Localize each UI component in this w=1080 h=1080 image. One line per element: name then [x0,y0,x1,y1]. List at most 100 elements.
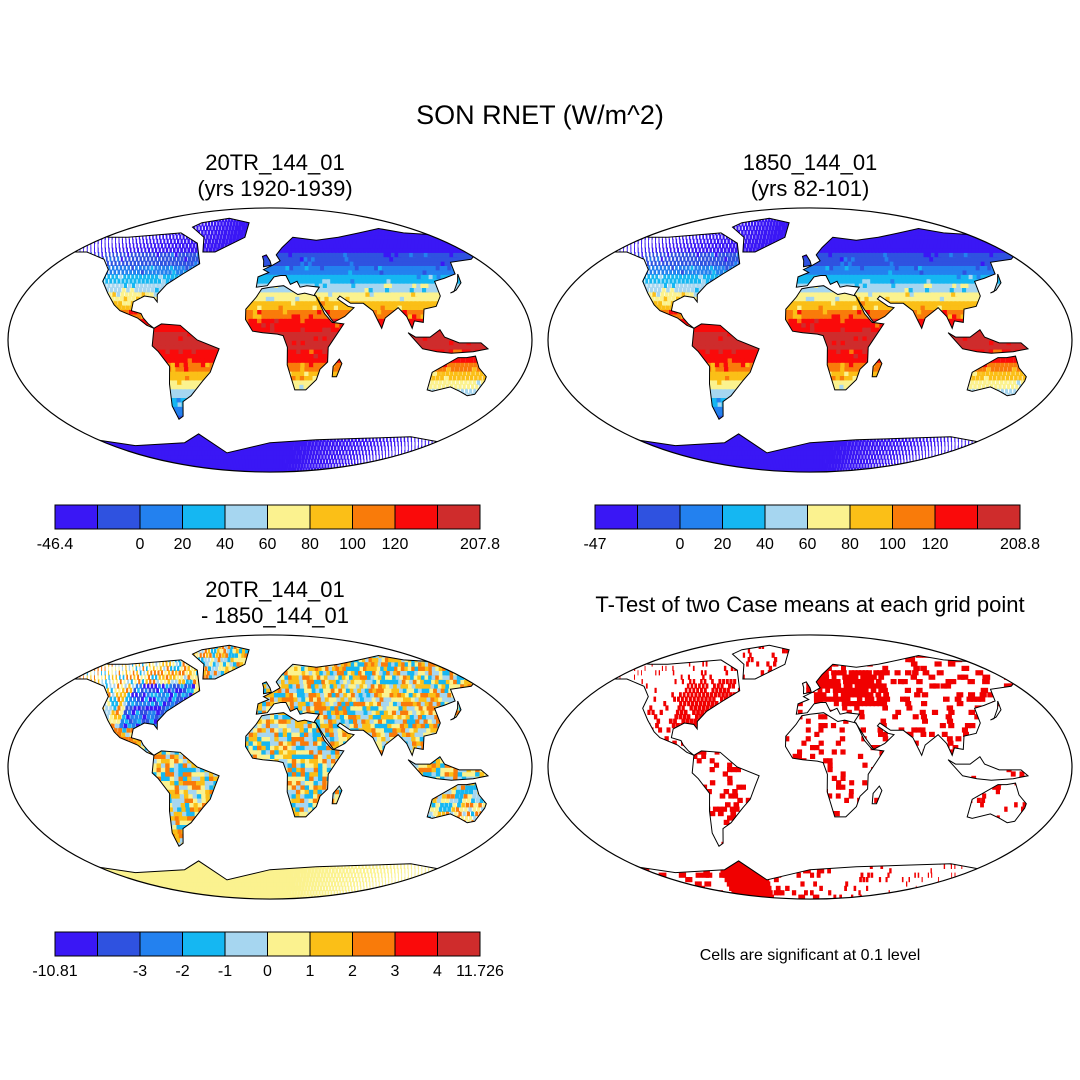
coastline-australia [426,355,487,397]
coastline-southamerica [691,750,760,847]
colorbar-box [224,931,268,957]
colorbar-box [139,931,183,957]
coastline-europeasia [255,654,480,757]
panel3-map [7,634,533,900]
colorbar-box [977,504,1021,530]
coastline-africa [784,712,885,818]
panel2-title-line1: 1850_144_01 [545,150,1075,176]
figure-title: SON RNET (W/m^2) [0,100,1080,131]
panel1-colorbar: -46.4 0 20 40 60 80 100 120 207.8 [37,504,500,553]
coastline-indonesia [947,755,1030,781]
coastline-europeasia [255,227,480,330]
map-border [7,207,533,473]
colorbar-label: 20 [174,536,192,553]
panel2-title: 1850_144_01 (yrs 82-101) [545,150,1075,202]
colorbar-box [934,504,978,530]
colorbar-box [97,931,141,957]
colorbar-label: 40 [216,536,234,553]
colorbar-box [97,504,141,530]
colorbar-box [679,504,723,530]
coastline-northamerica [607,659,741,756]
coastline-indonesia [407,328,490,354]
coastline-australia [966,782,1027,824]
coastline-japan [990,273,1002,294]
colorbar-box [437,504,481,530]
colorbar-label: 0 [676,536,685,553]
colorbar-label: 60 [799,536,817,553]
coastline-greenland [191,217,250,253]
colorbar-label: -10.81 [32,963,77,980]
colorbar-label: 0 [136,536,145,553]
panel1-title: 20TR_144_01 (yrs 1920-1939) [15,150,535,202]
panel3-title: 20TR_144_01 - 1850_144_01 [15,577,535,629]
colorbar-box [722,504,766,530]
colorbar-label: -46.4 [37,536,74,553]
colorbar-box [437,931,481,957]
map-border [547,634,1073,900]
panel1-title-line1: 20TR_144_01 [15,150,535,176]
colorbar-box [309,504,353,530]
coastline-africa [244,712,345,818]
colorbar-box [594,504,638,530]
colorbar-box [182,931,226,957]
colorbar-box [224,504,268,530]
panel2-title-line2: (yrs 82-101) [545,176,1075,202]
coastline-uk [261,254,272,268]
colorbar-box [267,504,311,530]
colorbar-label: 80 [301,536,319,553]
colorbar-box [54,931,98,957]
coastline-northamerica [67,659,201,756]
map-border [547,207,1073,473]
panel4-title-line1: T-Test of two Case means at each grid po… [545,592,1075,618]
map-border [7,634,533,900]
colorbar-label: 20 [714,536,732,553]
colorbar-label: 120 [382,536,409,553]
map-ocean [548,634,1072,900]
colorbar-label: 100 [879,536,906,553]
colorbar-label: 2 [348,963,357,980]
colorbar-label: 11.726 [456,963,504,980]
panel4-title: T-Test of two Case means at each grid po… [545,592,1075,618]
colorbar-box [352,504,396,530]
colorbar-box [139,504,183,530]
coastline-northamerica [607,232,741,329]
coastline-northamerica [67,232,201,329]
panel1-map [7,207,533,473]
coastline-madagascar [331,358,343,378]
coastline-madagascar [871,785,883,805]
colorbar-label: 4 [433,963,442,980]
coastline-indonesia [947,328,1030,354]
coastline-greenland [731,217,790,253]
colorbar-label: 100 [339,536,366,553]
colorbar-label: 80 [841,536,859,553]
colorbar-label: 207.8 [460,536,500,553]
coastline-greenland [731,644,790,680]
colorbar-label: -47 [583,536,606,553]
colorbar-label: 1 [306,963,315,980]
significance-note: Cells are significant at 0.1 level [545,947,1075,965]
colorbar-label: 208.8 [1000,536,1040,553]
panel1-title-line2: (yrs 1920-1939) [15,176,535,202]
coastline-madagascar [871,358,883,378]
coastline-southamerica [151,323,220,420]
coastline-australia [966,355,1027,397]
panel4-map [547,634,1073,900]
coastline-uk [261,681,272,695]
colorbar-box [849,504,893,530]
colorbar-label: 120 [922,536,949,553]
colorbar-box [394,931,438,957]
colorbar-box [394,504,438,530]
colorbar-box [309,931,353,957]
panel2-colorbar: -47 0 20 40 60 80 100 120 208.8 [583,504,1040,553]
coastline-japan [450,700,462,721]
colorbar-box [182,504,226,530]
colorbar-label: 40 [756,536,774,553]
colorbar-label: -3 [133,963,147,980]
panel3-title-line1: 20TR_144_01 [15,577,535,603]
colorbar-label: -2 [175,963,189,980]
colorbar-box [352,931,396,957]
colorbar-box [807,504,851,530]
colorbar-box [54,504,98,530]
coastline-japan [990,700,1002,721]
coastline-europeasia [795,227,1020,330]
